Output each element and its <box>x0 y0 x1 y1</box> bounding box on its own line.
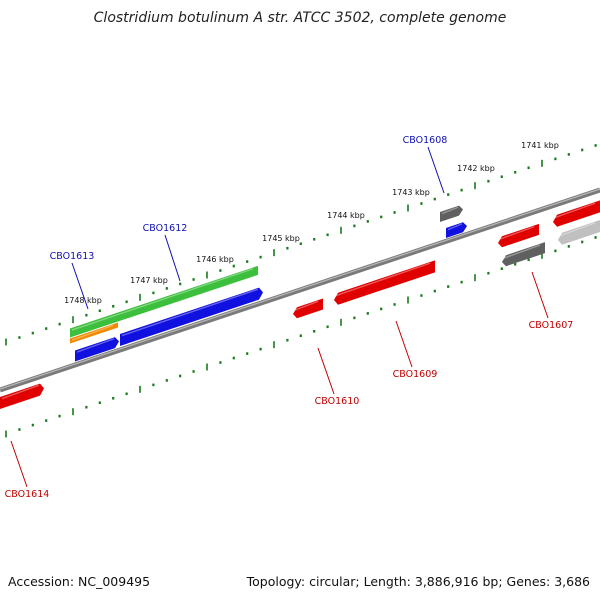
kbp-label: 1743 kbp <box>392 188 430 197</box>
genome-title: Clostridium botulinum A str. ATCC 3502, … <box>93 10 507 26</box>
leader-cbo1614 <box>10 440 28 488</box>
gene-cbo1608-arrow-shine <box>447 223 463 231</box>
gene-cbo1613-arrow-shine <box>76 338 115 353</box>
gene-cbo1606-arrow[interactable] <box>553 200 600 227</box>
leader-cbo1613 <box>71 262 89 310</box>
feature-light-gray-lower-shine <box>559 222 596 237</box>
feature-dark-gray-lower[interactable] <box>502 242 545 267</box>
gene-cbo1609-arrow-shine <box>335 262 431 297</box>
locus-label-cbo1612[interactable]: CBO1612 <box>143 223 188 234</box>
upper-tick-ring <box>5 144 597 346</box>
feature-dark-gray-lower-shine <box>503 244 541 259</box>
kbp-label: 1742 kbp <box>457 164 495 173</box>
feature-dark-gray-upper[interactable] <box>440 205 463 222</box>
kbp-scale-labels: 1741 kbp 1742 kbp 1743 kbp 1744 kbp 1745 kbp… <box>64 141 559 305</box>
gene-cbo1609-arrow[interactable] <box>334 260 435 305</box>
feature-green-band-shine <box>71 268 254 331</box>
locus-label-cbo1610[interactable]: CBO1610 <box>315 396 360 407</box>
gene-cbo1614-arrow[interactable] <box>0 383 44 409</box>
gene-cbo1614-arrow-body <box>0 383 44 409</box>
leader-cbo1609 <box>395 320 413 368</box>
gene-cbo1614-arrow-shine <box>1 384 40 400</box>
locus-label-cbo1609[interactable]: CBO1609 <box>393 369 438 380</box>
genome-backbone <box>0 187 600 393</box>
locus-label-cbo1614[interactable]: CBO1614 <box>5 489 50 500</box>
feature-layer <box>0 200 600 409</box>
kbp-label: 1745 kbp <box>262 234 300 243</box>
feature-light-gray-lower[interactable] <box>558 220 600 245</box>
gene-cbo1612-arrow-body <box>120 287 263 346</box>
feature-green-band-body <box>70 265 258 338</box>
gene-cbo1607-arrow-body <box>498 223 539 248</box>
gene-cbo1606-arrow-body <box>553 200 600 227</box>
feature-light-gray-lower-body <box>558 220 600 245</box>
kbp-label: 1746 kbp <box>196 255 234 264</box>
locus-label-cbo1613[interactable]: CBO1613 <box>50 251 95 262</box>
kbp-label: 1741 kbp <box>521 141 559 150</box>
accession-text: Accession: NC_009495 <box>8 574 151 589</box>
feature-green-band[interactable] <box>70 265 258 338</box>
genome-stats-text: Topology: circular; Length: 3,886,916 bp… <box>246 574 590 589</box>
lower-tick-ring <box>5 236 597 438</box>
locus-label-cbo1607[interactable]: CBO1607 <box>529 320 574 331</box>
leader-cbo1607 <box>531 271 549 319</box>
locus-labels: CBO1608 CBO1612 CBO1613 CBO1607 CBO1609 CBO16… <box>5 135 574 500</box>
gene-cbo1610-arrow[interactable] <box>293 298 323 319</box>
kbp-label: 1744 kbp <box>327 211 365 220</box>
kbp-label: 1748 kbp <box>64 296 102 305</box>
feature-dark-gray-upper-shine <box>441 206 459 215</box>
locus-label-cbo1608[interactable]: CBO1608 <box>403 135 448 146</box>
gene-cbo1612-arrow-shine <box>121 288 259 337</box>
gene-cbo1610-arrow-body <box>293 298 323 319</box>
feature-orange-band-shine <box>71 324 114 341</box>
leader-cbo1610 <box>317 347 335 395</box>
feature-dark-gray-upper-body <box>440 205 463 222</box>
gene-cbo1608-arrow[interactable] <box>446 222 467 238</box>
gene-cbo1607-arrow-shine <box>499 226 535 240</box>
genome-backbone-highlight <box>0 188 600 390</box>
leader-cbo1612 <box>164 234 181 282</box>
gene-cbo1613-arrow-body <box>75 337 119 362</box>
feature-dark-gray-lower-body <box>502 242 545 267</box>
gene-cbo1613-arrow[interactable] <box>75 337 119 362</box>
feature-orange-band-body <box>70 322 118 344</box>
feature-orange-band[interactable] <box>70 322 118 344</box>
gene-cbo1607-arrow[interactable] <box>498 223 539 248</box>
locus-leader-lines <box>10 146 549 488</box>
gene-cbo1612-arrow[interactable] <box>120 287 263 346</box>
gene-cbo1606-arrow-shine <box>554 202 596 219</box>
kbp-label: 1747 kbp <box>130 276 168 285</box>
gene-cbo1610-arrow-shine <box>294 300 319 311</box>
gene-cbo1608-arrow-body <box>446 222 467 238</box>
leader-cbo1608 <box>427 146 445 194</box>
gene-cbo1609-arrow-body <box>334 260 435 305</box>
